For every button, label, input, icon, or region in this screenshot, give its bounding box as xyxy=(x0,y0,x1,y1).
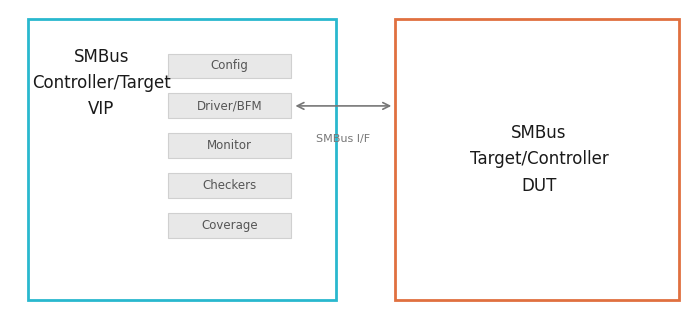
Text: Checkers: Checkers xyxy=(202,179,256,192)
Text: SMBus
Controller/Target
VIP: SMBus Controller/Target VIP xyxy=(32,48,171,118)
Bar xyxy=(168,173,290,198)
Text: Driver/BFM: Driver/BFM xyxy=(197,99,262,112)
Text: SMBus
Target/Controller
DUT: SMBus Target/Controller DUT xyxy=(470,124,608,195)
Bar xyxy=(168,213,290,238)
Text: SMBus I/F: SMBus I/F xyxy=(316,134,370,144)
Text: Config: Config xyxy=(210,59,248,72)
Bar xyxy=(395,19,679,300)
Text: Coverage: Coverage xyxy=(201,219,258,232)
Bar xyxy=(28,19,336,300)
Bar xyxy=(168,133,290,158)
Bar xyxy=(168,93,290,118)
Text: Monitor: Monitor xyxy=(206,139,252,152)
Bar xyxy=(168,54,290,78)
